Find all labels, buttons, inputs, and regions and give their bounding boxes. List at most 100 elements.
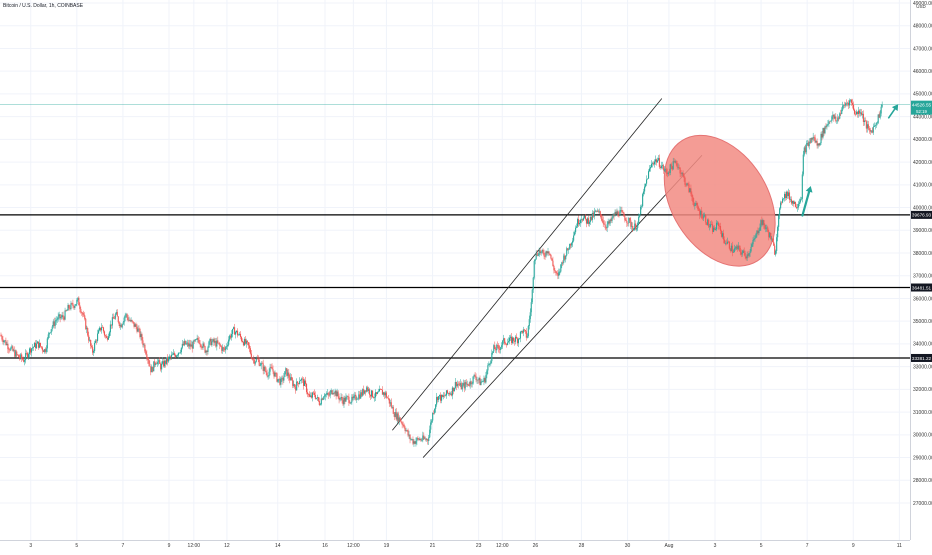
candle-up bbox=[66, 310, 68, 312]
candle-down bbox=[131, 320, 133, 322]
candle-down bbox=[662, 165, 664, 171]
candle-down bbox=[626, 220, 628, 223]
x-tick-label: 5 bbox=[75, 543, 78, 549]
candle-up bbox=[340, 396, 342, 399]
candle-down bbox=[521, 330, 523, 333]
candle-down bbox=[14, 350, 16, 357]
candle-up bbox=[316, 397, 318, 398]
candle-up bbox=[309, 395, 312, 397]
candle-down bbox=[1, 336, 3, 340]
candle-down bbox=[682, 172, 684, 176]
candle-up bbox=[801, 174, 803, 199]
candle-up bbox=[188, 343, 190, 347]
candle-down bbox=[684, 177, 686, 185]
y-tick-label: 43000.00 bbox=[913, 137, 932, 143]
candle-down bbox=[68, 305, 70, 309]
candle-up bbox=[803, 147, 805, 155]
channel-lower-line bbox=[422, 155, 703, 458]
candle-up bbox=[870, 130, 872, 132]
candle-down bbox=[142, 340, 144, 346]
candle-down bbox=[91, 345, 93, 348]
candle-up bbox=[464, 382, 466, 389]
y-tick-label: 40000.00 bbox=[913, 205, 932, 211]
candle-down bbox=[671, 166, 673, 170]
candle-up bbox=[748, 253, 750, 256]
candle-down bbox=[88, 335, 90, 341]
candle-down bbox=[852, 102, 854, 106]
candle-down bbox=[675, 161, 677, 164]
candle-up bbox=[391, 406, 393, 408]
candle-down bbox=[602, 220, 604, 224]
candle-down bbox=[788, 192, 791, 200]
candle-up bbox=[800, 198, 802, 200]
candle-down bbox=[402, 424, 404, 426]
candle-down bbox=[743, 250, 745, 253]
candle-up bbox=[519, 331, 521, 339]
grid bbox=[0, 0, 910, 540]
candle-up bbox=[121, 324, 123, 328]
candle-down bbox=[282, 377, 284, 381]
candle-down bbox=[399, 417, 401, 422]
candle-down bbox=[505, 343, 507, 345]
candle-down bbox=[21, 354, 23, 359]
candle-up bbox=[50, 329, 52, 333]
candle-up bbox=[876, 122, 878, 124]
candle-down bbox=[84, 315, 86, 319]
candle-up bbox=[631, 226, 633, 227]
candle-down bbox=[848, 102, 850, 106]
candle-up bbox=[115, 312, 117, 315]
candle-down bbox=[412, 439, 414, 444]
candle-down bbox=[173, 353, 176, 356]
candle-down bbox=[184, 340, 186, 345]
candle-down bbox=[448, 393, 451, 395]
candle-up bbox=[488, 363, 490, 366]
candle-down bbox=[344, 397, 346, 402]
candle-up bbox=[447, 393, 450, 394]
candle-down bbox=[825, 126, 827, 128]
candle-up bbox=[122, 322, 124, 325]
candle-down bbox=[693, 201, 695, 206]
candle-up bbox=[324, 394, 326, 397]
y-tick-label: 42000.00 bbox=[913, 160, 932, 166]
candle-down bbox=[221, 346, 223, 351]
x-tick-label: 12:00 bbox=[496, 543, 509, 549]
candle-up bbox=[260, 363, 262, 366]
candle-up bbox=[353, 395, 355, 399]
candle-down bbox=[41, 347, 43, 351]
highlight-ellipse bbox=[663, 134, 776, 267]
candle-up bbox=[123, 317, 125, 323]
candle-down bbox=[747, 254, 749, 256]
candle-down bbox=[198, 340, 200, 344]
candle-down bbox=[455, 381, 457, 387]
candle-down bbox=[154, 361, 156, 365]
candle-down bbox=[101, 327, 104, 328]
candle-down bbox=[305, 383, 308, 393]
x-tick-label: 16 bbox=[322, 543, 328, 549]
candle-down bbox=[71, 303, 73, 304]
candle-up bbox=[872, 126, 874, 133]
level-price-tag-bg bbox=[911, 283, 932, 292]
candle-down bbox=[9, 349, 11, 351]
candle-down bbox=[266, 372, 268, 377]
candle-up bbox=[576, 226, 578, 228]
candle-down bbox=[110, 324, 112, 326]
candle-down bbox=[335, 390, 337, 397]
candle-up bbox=[202, 343, 204, 348]
candle-up bbox=[243, 339, 245, 346]
candle-up bbox=[742, 250, 744, 253]
y-tick-label: 37000.00 bbox=[913, 274, 932, 280]
candle-down bbox=[864, 120, 866, 122]
up-arrow-1 bbox=[801, 185, 813, 217]
candle-up bbox=[46, 338, 48, 349]
candle-up bbox=[558, 271, 560, 276]
candle-down bbox=[189, 343, 191, 347]
candle-up bbox=[155, 363, 157, 365]
candle-up bbox=[332, 393, 334, 395]
candle-down bbox=[597, 210, 599, 212]
candle-up bbox=[366, 387, 368, 392]
candle-down bbox=[314, 395, 316, 399]
candle-up bbox=[476, 379, 478, 381]
candle-up bbox=[677, 167, 679, 168]
candle-up bbox=[607, 221, 609, 225]
